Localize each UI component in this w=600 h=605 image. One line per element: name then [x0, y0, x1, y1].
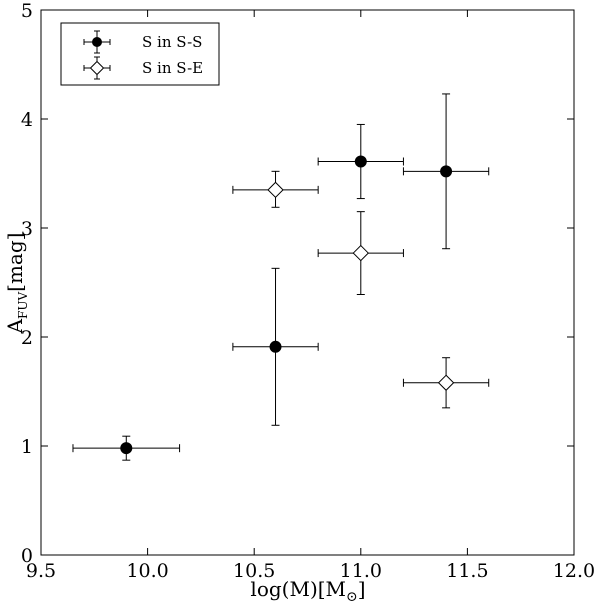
y-axis-label: AFUV[mag] [3, 233, 30, 335]
y-tick-label: 4 [21, 109, 33, 131]
x-tick-label: 11.0 [340, 560, 382, 582]
data-layer [72, 93, 490, 461]
x-tick-label: 10.5 [233, 560, 275, 582]
tick-labels: 9.5 10.0 10.5 11.0 11.5 12.0 0 1 2 3 4 5 [21, 0, 595, 582]
x-tick-label: 9.5 [26, 560, 56, 582]
x-tick-label: 12.0 [553, 560, 595, 582]
legend-label: S in S-S [142, 33, 202, 51]
marker-diamond [89, 60, 105, 76]
marker-circle [440, 165, 453, 178]
marker-circle [120, 442, 133, 455]
x-tick-label: 10.0 [126, 560, 168, 582]
y-tick-label: 1 [21, 436, 33, 458]
x-tick-label: 11.5 [446, 560, 488, 582]
x-axis-label: log(M)[M⊙] [250, 577, 365, 605]
marker-circle [354, 155, 367, 168]
y-tick-label: 2 [21, 327, 33, 349]
legend-entry: S in S-S [83, 30, 202, 54]
y-tick-label: 3 [21, 218, 33, 240]
series-group [72, 93, 490, 461]
legend-label: S in S-E [142, 59, 203, 77]
marker-diamond [437, 374, 455, 391]
marker-circle [92, 37, 102, 47]
y-tick-label: 5 [21, 0, 33, 22]
y-tick-label: 0 [21, 545, 33, 567]
series-group [232, 170, 490, 409]
marker-circle [269, 340, 282, 353]
marker-diamond [267, 181, 284, 199]
plot-frame [40, 9, 575, 556]
axis-ticks [40, 9, 575, 556]
legend-items: S in S-S S in S-E [83, 30, 203, 80]
marker-diamond [352, 244, 370, 262]
legend: S in S-S S in S-E [60, 22, 220, 86]
legend-entry: S in S-E [83, 56, 203, 80]
legend-box [60, 22, 220, 86]
